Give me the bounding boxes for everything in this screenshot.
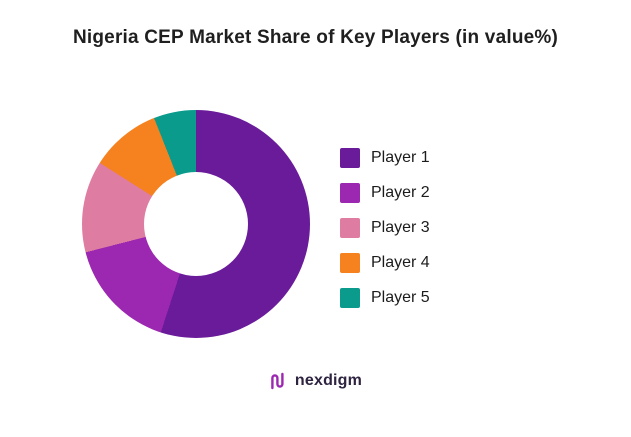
- nexdigm-wave-icon: [269, 371, 289, 391]
- legend-swatch: [340, 148, 360, 168]
- legend-item: Player 3: [340, 218, 430, 238]
- brand-logo: nexdigm: [269, 371, 362, 391]
- donut-hole: [144, 172, 248, 276]
- donut-chart: [82, 110, 310, 338]
- legend-label: Player 4: [371, 254, 430, 271]
- legend-label: Player 2: [371, 184, 430, 201]
- brand-name: nexdigm: [294, 372, 363, 389]
- legend-swatch: [340, 183, 360, 203]
- legend-item: Player 4: [340, 253, 430, 273]
- donut-chart-area: [82, 110, 310, 338]
- legend-item: Player 1: [340, 148, 430, 168]
- legend-swatch: [340, 288, 360, 308]
- legend-swatch: [340, 253, 360, 273]
- legend-label: Player 1: [371, 149, 430, 166]
- legend-swatch: [340, 218, 360, 238]
- legend-item: Player 2: [340, 183, 430, 203]
- legend-label: Player 3: [371, 219, 430, 236]
- legend-item: Player 5: [340, 288, 430, 308]
- chart-legend: Player 1 Player 2 Player 3 Player 4 Play…: [340, 148, 430, 308]
- legend-label: Player 5: [371, 289, 430, 306]
- chart-title: Nigeria CEP Market Share of Key Players …: [72, 27, 559, 48]
